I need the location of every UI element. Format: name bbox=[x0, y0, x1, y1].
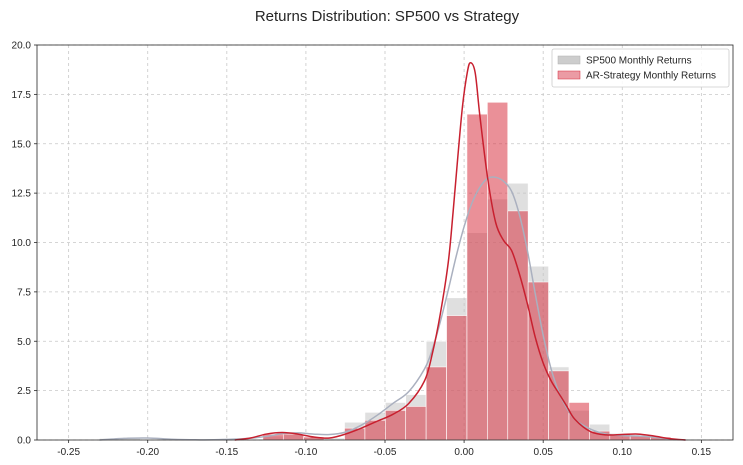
strategy-bar bbox=[466, 113, 488, 441]
chart-title: Returns Distribution: SP500 vs Strategy bbox=[255, 8, 520, 25]
strategy-bar bbox=[568, 402, 590, 441]
y-tick-label: 15.0 bbox=[12, 139, 32, 150]
y-tick-label: 7.5 bbox=[17, 287, 31, 298]
y-tick-label: 5.0 bbox=[17, 337, 31, 348]
x-tick-label: 0.05 bbox=[533, 447, 553, 458]
x-tick-label: -0.15 bbox=[215, 447, 238, 458]
strategy-bar bbox=[405, 406, 427, 441]
strategy-bar bbox=[385, 410, 407, 441]
strategy-bar bbox=[446, 315, 468, 441]
kde-layer bbox=[99, 62, 686, 441]
x-tick-label: -0.25 bbox=[57, 447, 80, 458]
y-tick-label: 2.5 bbox=[17, 386, 31, 397]
legend-swatch-strategy bbox=[557, 70, 581, 80]
strategy-bar bbox=[364, 419, 386, 441]
strategy-bar bbox=[487, 101, 509, 441]
y-tick-label: 10.0 bbox=[12, 238, 32, 249]
strategy-bar bbox=[527, 281, 549, 441]
x-tick-label: -0.05 bbox=[374, 447, 397, 458]
grid-layer bbox=[37, 44, 733, 441]
x-tick-label: 0.15 bbox=[692, 447, 712, 458]
strategy-bar bbox=[425, 366, 447, 441]
y-tick-label: 0.0 bbox=[17, 436, 31, 447]
x-tick-label: 0.10 bbox=[613, 447, 633, 458]
x-tick-label: -0.10 bbox=[295, 447, 318, 458]
legend-swatch-sp500 bbox=[557, 55, 581, 65]
legend: SP500 Monthly Returns AR-Strategy Monthl… bbox=[551, 48, 730, 88]
bars-layer bbox=[99, 101, 672, 441]
y-tick-label: 20.0 bbox=[12, 41, 32, 52]
y-tick-label: 12.5 bbox=[12, 189, 32, 200]
legend-label-sp500: SP500 Monthly Returns bbox=[586, 56, 692, 67]
x-tick-label: 0.00 bbox=[454, 447, 474, 458]
legend-label-strategy: AR-Strategy Monthly Returns bbox=[586, 71, 716, 82]
ticks-layer: -0.25 -0.20 -0.15 -0.10 -0.05 0.00 0.05 0.10 0.1… bbox=[12, 41, 712, 459]
legend-box bbox=[551, 48, 730, 88]
x-tick-label: -0.20 bbox=[136, 447, 159, 458]
sp500-kde-line bbox=[99, 176, 686, 441]
strategy-kde-line bbox=[234, 62, 686, 441]
strategy-bar bbox=[507, 210, 529, 441]
y-tick-label: 17.5 bbox=[12, 90, 32, 101]
